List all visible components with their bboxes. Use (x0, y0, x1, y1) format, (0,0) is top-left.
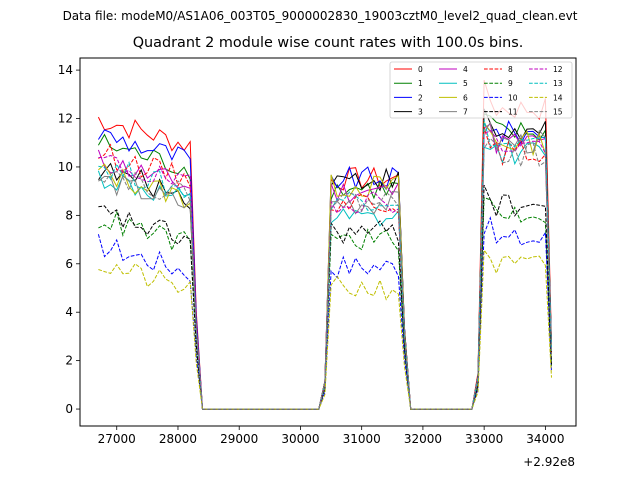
legend-label: 11 (508, 108, 518, 117)
legend-label: 7 (463, 108, 468, 117)
x-tick-label: 29000 (220, 432, 258, 446)
series-line-8 (98, 127, 552, 410)
legend-box (389, 61, 573, 119)
legend-label: 5 (463, 79, 468, 88)
x-axis: 27000 28000 29000 30000 31000 32000 33000 34000 (98, 426, 564, 446)
x-tick-label: 28000 (159, 432, 197, 446)
x-tick-label: 27000 (98, 432, 136, 446)
series-line-11 (98, 185, 552, 410)
x-tick-label: 34000 (526, 432, 564, 446)
legend-label: 3 (418, 108, 423, 117)
legend-label: 10 (508, 93, 518, 102)
x-tick-label: 30000 (281, 432, 319, 446)
legend-label: 14 (553, 93, 563, 102)
series-layer (97, 79, 552, 410)
legend-label: 8 (508, 65, 513, 74)
series-line-14 (98, 248, 552, 410)
series-line-15 (98, 137, 552, 410)
series-line-7 (98, 121, 552, 410)
legend-label: 15 (553, 108, 563, 117)
series-line-4 (97, 123, 552, 410)
data-file-title: Data file: modeM0/AS1A06_003T05_90000028… (62, 9, 578, 23)
legend-label: 1 (418, 79, 423, 88)
y-tick-label: 4 (65, 305, 73, 319)
x-tick-label: 33000 (465, 432, 503, 446)
y-tick-label: 0 (65, 402, 73, 416)
series-line-12 (98, 129, 552, 410)
legend-label: 0 (418, 65, 423, 74)
legend-label: 12 (553, 65, 563, 74)
series-line-1 (97, 113, 552, 410)
x-offset-label: +2.92e8 (523, 455, 575, 469)
y-tick-label: 8 (65, 208, 73, 222)
legend-label: 6 (463, 93, 468, 102)
y-axis: 0 2 4 6 8 10 12 14 (58, 63, 80, 416)
series-line-3 (97, 108, 552, 410)
chart-title: Quadrant 2 module wise count rates with … (132, 35, 524, 51)
y-tick-label: 14 (58, 63, 73, 77)
legend-label: 13 (553, 79, 563, 88)
series-line-9 (98, 196, 552, 410)
y-tick-label: 2 (65, 354, 73, 368)
y-tick-label: 10 (58, 160, 73, 174)
legend-label: 9 (508, 79, 513, 88)
legend-label: 2 (418, 93, 423, 102)
series-line-10 (97, 216, 552, 410)
y-tick-label: 6 (65, 257, 73, 271)
y-tick-label: 12 (58, 112, 73, 126)
legend-label: 4 (463, 65, 468, 74)
axes-frame (79, 57, 577, 427)
x-tick-label: 32000 (404, 432, 442, 446)
x-tick-label: 31000 (343, 432, 381, 446)
